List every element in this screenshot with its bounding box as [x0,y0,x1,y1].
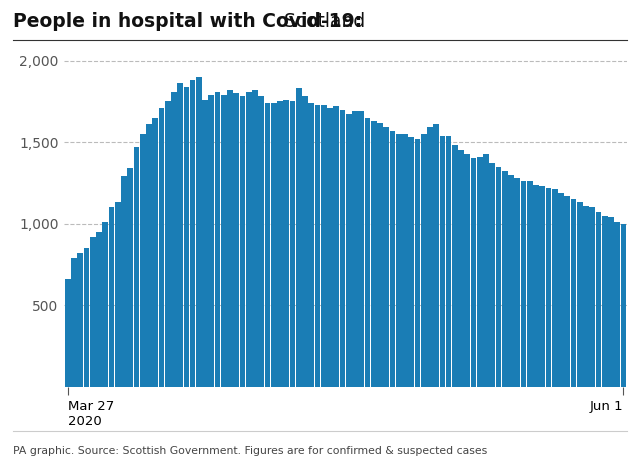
Bar [546,188,552,387]
Bar [533,185,539,387]
Bar [121,176,127,387]
Bar [90,237,95,387]
Bar [402,134,408,387]
Bar [415,139,420,387]
Bar [452,145,458,387]
Bar [377,123,383,387]
Bar [296,88,301,387]
Bar [333,106,339,387]
Bar [171,91,177,387]
Bar [465,153,470,387]
Bar [358,111,364,387]
Bar [321,104,326,387]
Bar [602,215,607,387]
Bar [540,186,545,387]
Bar [84,248,90,387]
Bar [221,95,227,387]
Bar [71,258,77,387]
Bar [234,93,239,387]
Bar [445,136,451,387]
Bar [96,232,102,387]
Bar [277,101,283,387]
Bar [433,124,439,387]
Bar [346,114,351,387]
Bar [209,95,214,387]
Bar [527,181,532,387]
Bar [189,80,195,387]
Bar [371,121,376,387]
Bar [596,212,602,387]
Bar [496,166,502,387]
Bar [152,117,158,387]
Text: People in hospital with Covid-19:: People in hospital with Covid-19: [13,12,362,31]
Bar [420,134,426,387]
Bar [290,101,296,387]
Bar [383,127,389,387]
Bar [271,103,276,387]
Bar [502,171,508,387]
Bar [589,207,595,387]
Bar [352,111,358,387]
Bar [365,117,371,387]
Bar [390,130,396,387]
Bar [252,90,258,387]
Bar [315,104,321,387]
Bar [471,158,476,387]
Bar [202,100,208,387]
Bar [577,202,582,387]
Bar [164,101,170,387]
Bar [327,108,333,387]
Bar [396,134,401,387]
Bar [65,279,70,387]
Bar [140,134,145,387]
Bar [558,193,564,387]
Bar [284,100,289,387]
Bar [483,153,489,387]
Bar [583,206,589,387]
Bar [302,96,308,387]
Bar [109,207,115,387]
Bar [127,168,133,387]
Bar [515,178,520,387]
Bar [552,189,557,387]
Bar [215,91,220,387]
Bar [77,253,83,387]
Bar [614,222,620,387]
Bar [196,77,202,387]
Bar [427,127,433,387]
Bar [259,96,264,387]
Bar [240,96,246,387]
Bar [102,222,108,387]
Bar [146,124,152,387]
Bar [308,103,314,387]
Bar [265,103,271,387]
Bar [521,181,527,387]
Bar [490,163,495,387]
Bar [440,136,445,387]
Bar [608,217,614,387]
Bar [340,110,346,387]
Bar [571,199,577,387]
Bar [621,224,627,387]
Bar [227,90,233,387]
Bar [408,137,414,387]
Bar [184,87,189,387]
Text: Scotland: Scotland [278,12,365,31]
Bar [159,108,164,387]
Text: PA graphic. Source: Scottish Government. Figures are for confirmed & suspected c: PA graphic. Source: Scottish Government.… [13,446,487,456]
Bar [477,157,483,387]
Bar [458,150,464,387]
Bar [564,196,570,387]
Bar [115,202,120,387]
Bar [246,91,252,387]
Bar [508,175,514,387]
Bar [134,147,140,387]
Bar [177,83,183,387]
